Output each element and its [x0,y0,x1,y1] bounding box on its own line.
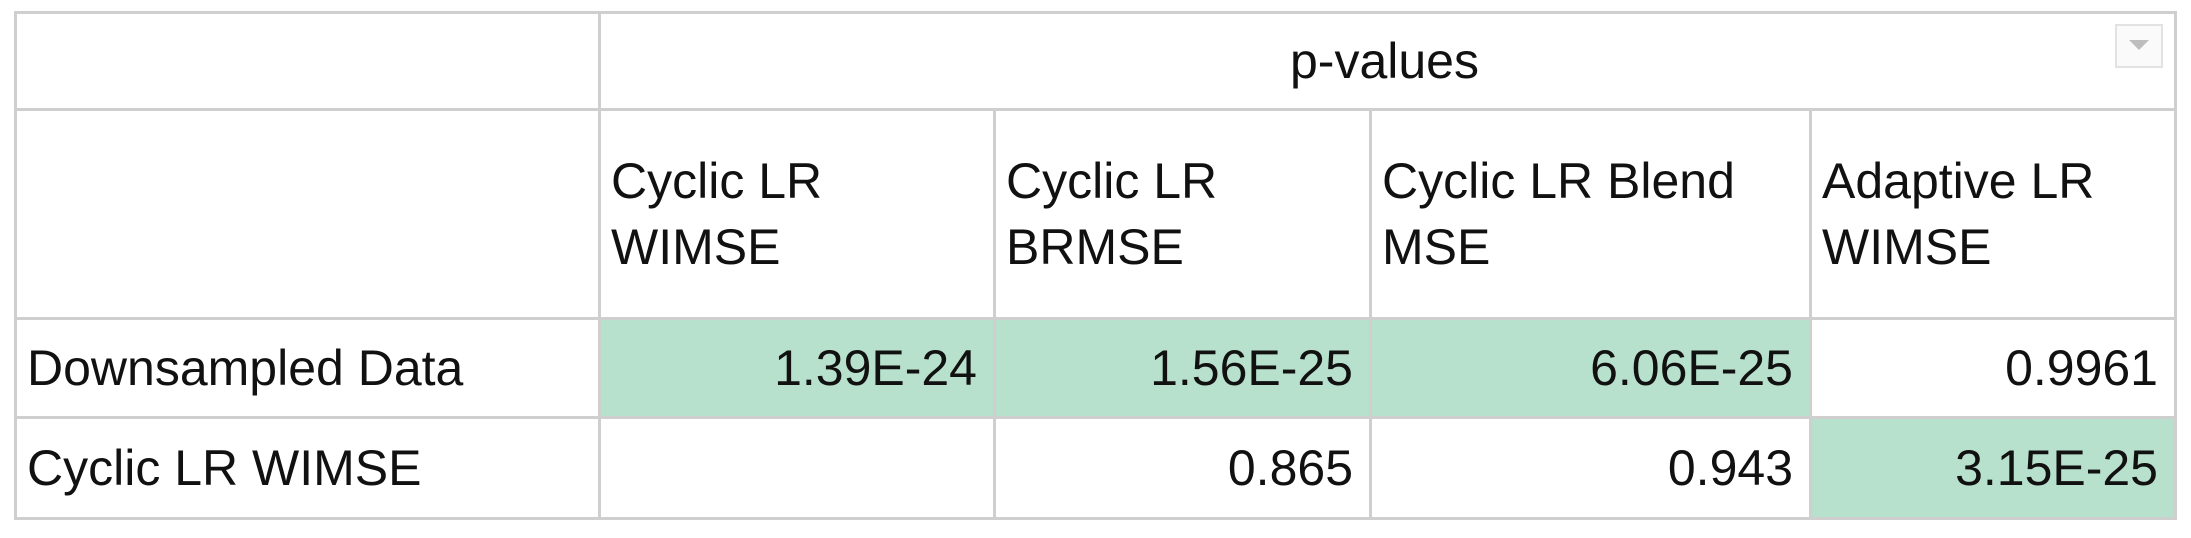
corner-cell [14,11,601,111]
cell-text: 0.865 [1227,440,1353,496]
column-header: Cyclic LR WIMSE [598,108,996,320]
value-cell: 0.865 [993,416,1372,520]
value-cell: 1.56E-25 [993,317,1372,419]
cell-text: Downsampled Data [27,340,464,396]
cell-text: p-values [1290,33,1479,89]
value-cell: 1.39E-24 [598,317,996,419]
dropdown-icon [2129,40,2149,50]
cell-text: Cyclic LR WIMSE [27,440,422,496]
cell-text: 0.9961 [2005,340,2158,396]
cell-text: 3.15E-25 [1955,440,2158,496]
dropdown-button[interactable] [2115,24,2163,68]
cell-text: 1.39E-24 [774,340,977,396]
header-title: p-values [598,11,2177,111]
corner-cell [14,108,601,320]
value-cell: 6.06E-25 [1369,317,1812,419]
column-header: Adaptive LR WIMSE [1809,108,2177,320]
value-cell [598,416,996,520]
cell-text: Cyclic LR Blend MSE [1382,153,1735,275]
cell-text: 6.06E-25 [1590,340,1793,396]
cell-text: Cyclic LR WIMSE [611,153,823,275]
value-cell: 3.15E-25 [1809,416,2177,520]
row-label: Downsampled Data [14,317,601,419]
column-header: Cyclic LR BRMSE [993,108,1372,320]
column-header: Cyclic LR Blend MSE [1369,108,1812,320]
cell-text: 0.943 [1667,440,1793,496]
row-label: Cyclic LR WIMSE [14,416,601,520]
cell-text: Adaptive LR WIMSE [1822,153,2095,275]
value-cell: 0.943 [1369,416,1812,520]
value-cell: 0.9961 [1809,317,2177,419]
cell-text: 1.56E-25 [1150,340,1353,396]
cell-text: Cyclic LR BRMSE [1006,153,1218,275]
